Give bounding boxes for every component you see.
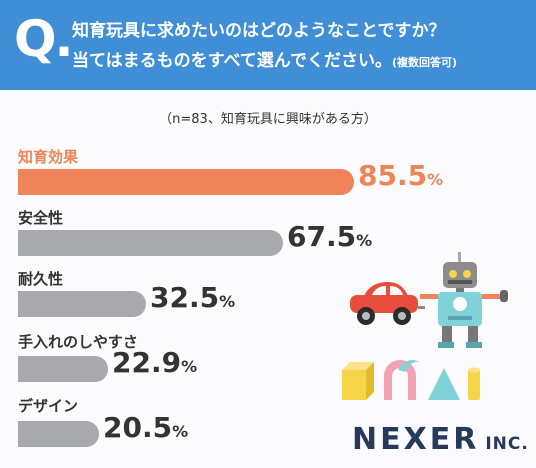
value-unit: % (219, 292, 236, 311)
value-unit: % (172, 422, 189, 441)
category-label: 安全性 (18, 209, 64, 227)
category-label: 知育効果 (18, 148, 79, 166)
chart-subtitle: （n=83、知育玩具に興味がある方） (159, 112, 377, 127)
question-line-2: 当てはまるものをすべて選んでください。(複数回答可) (72, 46, 457, 71)
value-label: 22.9% (112, 346, 197, 379)
category-label: 手入れのしやすさ (18, 333, 138, 351)
value-label: 67.5% (287, 220, 372, 253)
question-header: Q. 知育玩具に求めたいのはどのようなことですか？ 当てはまるものをすべて選んで… (0, 0, 536, 90)
q-mark: Q. (14, 10, 73, 68)
value-number: 22.9 (112, 346, 182, 379)
category-label: デザイン (18, 397, 79, 415)
question-line-1: 知育玩具に求めたいのはどのようなことですか？ (72, 21, 446, 41)
value-unit: % (356, 231, 373, 250)
category-label: 耐久性 (18, 270, 64, 288)
brand-suffix: INC. (485, 434, 529, 454)
value-number: 32.5 (150, 281, 220, 314)
bar (18, 230, 283, 256)
value-unit: % (427, 170, 444, 189)
value-label: 20.5% (103, 411, 188, 444)
toy-car-icon (350, 282, 425, 325)
value-number: 67.5 (287, 220, 357, 253)
bar (18, 291, 146, 317)
value-number: 20.5 (103, 411, 173, 444)
value-number: 85.5 (358, 159, 428, 192)
toy-robot-icon (420, 252, 508, 348)
brand-logo: NEXER INC. (352, 422, 529, 457)
bar (18, 356, 108, 382)
value-label: 85.5% (358, 159, 443, 192)
bar (18, 169, 354, 195)
value-unit: % (181, 357, 198, 376)
brand-name: NEXER (352, 422, 480, 457)
question-line-2-text: 当てはまるものをすべて選んでください。 (72, 51, 392, 71)
toy-blocks-icon (342, 359, 480, 400)
bar (18, 421, 99, 447)
question-note: (複数回答可) (391, 56, 458, 69)
value-label: 32.5% (150, 281, 235, 314)
